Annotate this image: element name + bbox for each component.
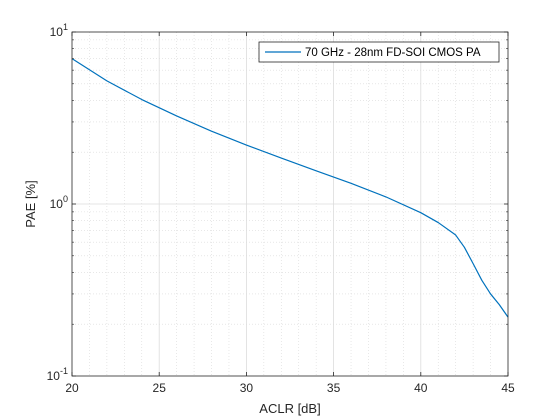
x-tick-label: 35	[327, 381, 341, 395]
x-tick-label: 45	[501, 381, 515, 395]
x-tick-label: 25	[153, 381, 167, 395]
y-tick-label: 101	[50, 22, 68, 39]
major-grid	[72, 32, 508, 376]
x-tick-label: 20	[65, 381, 79, 395]
y-axis-label: PAE [%]	[23, 180, 38, 227]
x-axis-label: ACLR [dB]	[259, 401, 320, 416]
legend-label: 70 GHz - 28nm FD-SOI CMOS PA	[305, 47, 481, 59]
y-tick-label: 100	[50, 194, 68, 211]
series-line-0	[71, 58, 509, 318]
legend: 70 GHz - 28nm FD-SOI CMOS PA	[258, 41, 500, 63]
x-tick-labels: 20 25 30 35 40 45	[65, 381, 515, 395]
x-tick-label: 40	[414, 381, 428, 395]
series-layer	[71, 58, 509, 318]
x-tick-label: 30	[240, 381, 254, 395]
legend-box	[258, 41, 500, 63]
tick-marks	[71, 31, 509, 377]
